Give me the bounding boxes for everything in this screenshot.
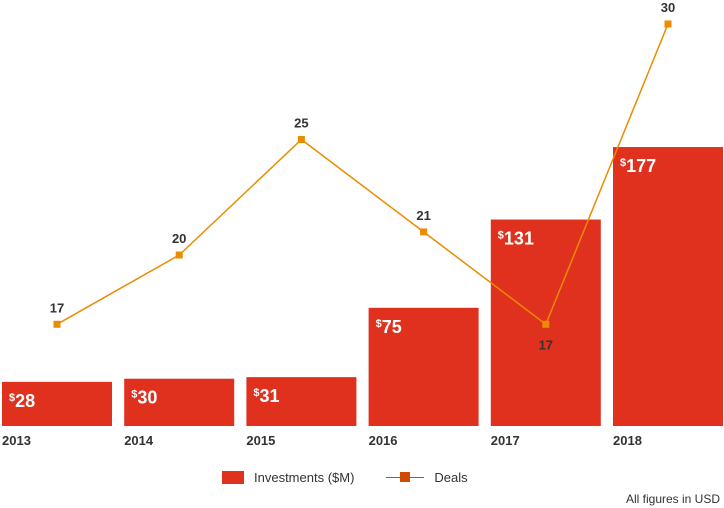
bar-2015 <box>246 377 357 426</box>
deals-label-2015: 25 <box>294 116 308 131</box>
deals-point-2017 <box>542 320 550 328</box>
legend-swatch-investments <box>222 471 244 484</box>
bar-label-2017: $131 <box>498 229 534 249</box>
x-tick-2017: 2017 <box>491 433 520 448</box>
bar-2018 <box>613 147 723 426</box>
deals-point-2013 <box>53 320 61 328</box>
deals-point-2015 <box>297 136 305 143</box>
deals-point-2016 <box>420 228 428 236</box>
bar-label-2016: $75 <box>376 317 402 337</box>
x-tick-2014: 2014 <box>124 433 154 448</box>
deals-label-2018: 30 <box>661 0 675 15</box>
deals-label-2017: 17 <box>539 337 553 352</box>
bar-label-2015: $31 <box>253 386 279 406</box>
deals-label-2014: 20 <box>172 231 186 246</box>
legend-label-deals: Deals <box>434 470 468 485</box>
deals-line <box>56 23 669 326</box>
deals-label-2013: 17 <box>50 300 64 315</box>
bar-label-2018: $177 <box>620 156 656 176</box>
x-tick-2016: 2016 <box>369 433 398 448</box>
deals-point-2014 <box>175 251 183 259</box>
deals-point-2018 <box>664 20 672 28</box>
footnote: All figures in USD <box>625 492 720 506</box>
x-tick-2013: 2013 <box>2 433 31 448</box>
bar-2014 <box>124 378 235 426</box>
x-tick-2015: 2015 <box>246 433 275 448</box>
legend-label-investments: Investments ($M) <box>254 470 355 485</box>
bar-2016 <box>368 307 479 426</box>
bar-2013 <box>2 381 112 426</box>
bar-label-2013: $28 <box>9 391 35 411</box>
x-tick-2018: 2018 <box>613 433 642 448</box>
deals-label-2016: 21 <box>416 208 430 223</box>
legend: Investments ($M) Deals <box>222 470 468 485</box>
legend-swatch-deals <box>386 471 425 484</box>
bar-label-2014: $30 <box>131 388 157 408</box>
